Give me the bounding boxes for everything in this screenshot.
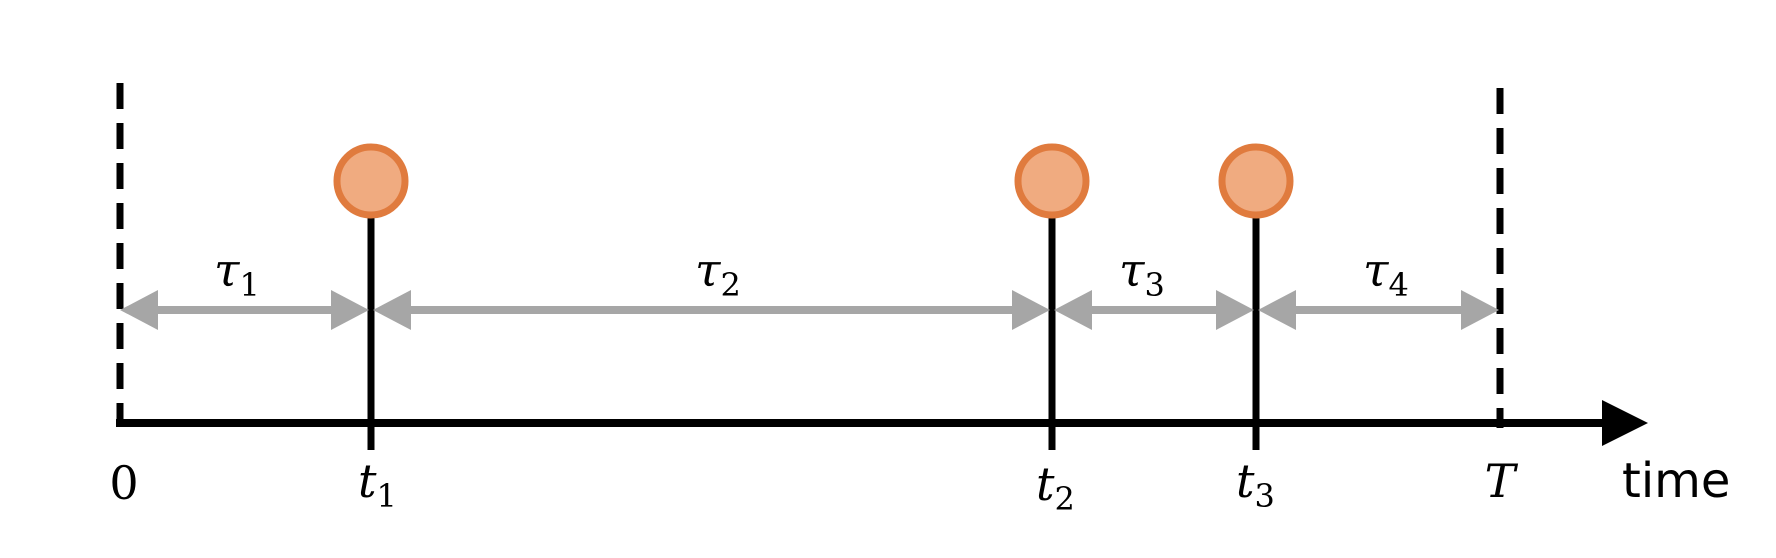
event-2-marker bbox=[1014, 143, 1090, 219]
time-axis-arrowhead bbox=[1602, 400, 1648, 446]
event-3-marker bbox=[1218, 143, 1294, 219]
event-2-time-label: t2 bbox=[1036, 457, 1075, 518]
end-label: T bbox=[1485, 454, 1519, 508]
event-1-marker bbox=[333, 143, 409, 219]
event-1-time-label: t1 bbox=[358, 454, 397, 515]
interval-1-arrow bbox=[120, 290, 369, 330]
interval-4-label: τ4 bbox=[1363, 243, 1409, 304]
interval-1-label: τ1 bbox=[214, 243, 260, 304]
axis-label-time: time bbox=[1622, 453, 1730, 509]
event-3-time-label: t3 bbox=[1236, 454, 1275, 515]
interval-3-label: τ3 bbox=[1119, 243, 1165, 304]
interval-3-arrow bbox=[1054, 290, 1254, 330]
interval-4-arrow bbox=[1258, 290, 1499, 330]
interval-2-arrow bbox=[373, 290, 1050, 330]
interval-2-label: τ2 bbox=[695, 243, 741, 304]
origin-label: 0 bbox=[109, 456, 138, 510]
